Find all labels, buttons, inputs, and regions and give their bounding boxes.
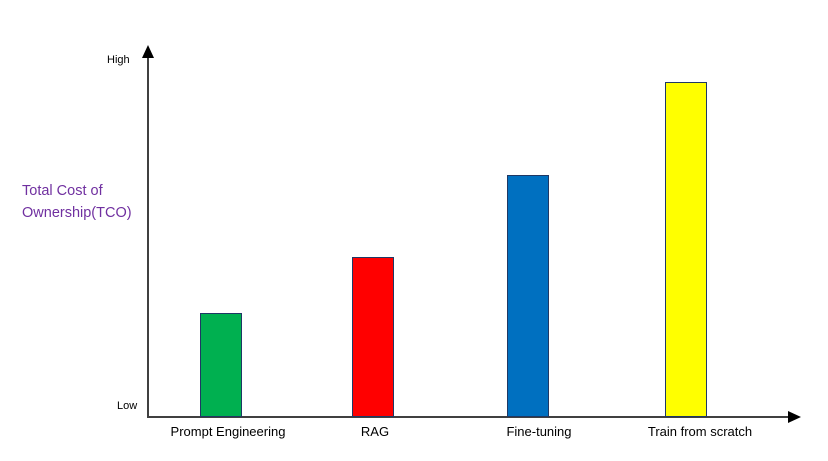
category-label-train-from-scratch: Train from scratch <box>647 424 753 439</box>
y-axis-high-label: High <box>107 54 130 66</box>
y-axis-title-line1: Total Cost of <box>22 183 103 199</box>
y-axis-line <box>147 56 149 418</box>
y-axis-low-label: Low <box>117 400 138 412</box>
category-label-fine-tuning: Fine-tuning <box>506 424 572 439</box>
bar-prompt-engineering <box>200 313 242 417</box>
x-axis-arrowhead-icon <box>788 411 801 423</box>
bar-fine-tuning <box>507 175 549 417</box>
bar-rag <box>352 257 394 417</box>
category-label-prompt-engineering: Prompt Engineering <box>170 424 286 439</box>
bar-train-from-scratch <box>665 82 707 417</box>
x-axis-line <box>147 416 789 418</box>
y-axis-arrowhead-icon <box>142 45 154 58</box>
y-axis-title-line2: Ownership(TCO) <box>22 205 132 221</box>
y-axis-title: Total Cost of Ownership(TCO) <box>22 180 132 224</box>
category-label-rag: RAG <box>360 424 390 439</box>
